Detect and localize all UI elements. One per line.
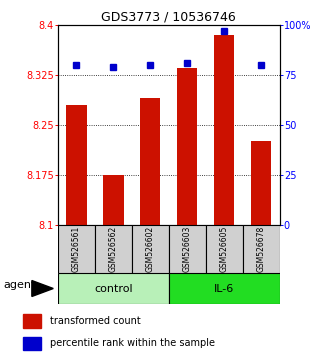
Text: GSM526602: GSM526602 bbox=[146, 225, 155, 272]
FancyBboxPatch shape bbox=[169, 273, 280, 304]
Text: GSM526562: GSM526562 bbox=[109, 225, 118, 272]
FancyBboxPatch shape bbox=[243, 225, 280, 273]
FancyBboxPatch shape bbox=[58, 225, 95, 273]
Text: transformed count: transformed count bbox=[50, 316, 141, 326]
Text: GSM526603: GSM526603 bbox=[183, 225, 192, 272]
Text: percentile rank within the sample: percentile rank within the sample bbox=[50, 338, 215, 348]
Text: GSM526605: GSM526605 bbox=[220, 225, 229, 272]
FancyBboxPatch shape bbox=[206, 225, 243, 273]
FancyBboxPatch shape bbox=[58, 273, 169, 304]
FancyBboxPatch shape bbox=[132, 225, 169, 273]
Bar bbox=[251, 142, 271, 225]
Bar bbox=[103, 175, 123, 225]
Bar bbox=[23, 314, 41, 327]
Text: agent: agent bbox=[3, 280, 35, 290]
Title: GDS3773 / 10536746: GDS3773 / 10536746 bbox=[101, 11, 236, 24]
Bar bbox=[66, 105, 87, 225]
FancyBboxPatch shape bbox=[95, 225, 132, 273]
Text: control: control bbox=[94, 284, 133, 293]
Text: GSM526561: GSM526561 bbox=[72, 225, 81, 272]
Bar bbox=[140, 98, 161, 225]
Text: IL-6: IL-6 bbox=[214, 284, 234, 293]
FancyBboxPatch shape bbox=[169, 225, 206, 273]
Polygon shape bbox=[32, 280, 53, 297]
Bar bbox=[177, 68, 198, 225]
Bar bbox=[214, 35, 234, 225]
Text: GSM526678: GSM526678 bbox=[257, 225, 266, 272]
Bar bbox=[23, 337, 41, 350]
